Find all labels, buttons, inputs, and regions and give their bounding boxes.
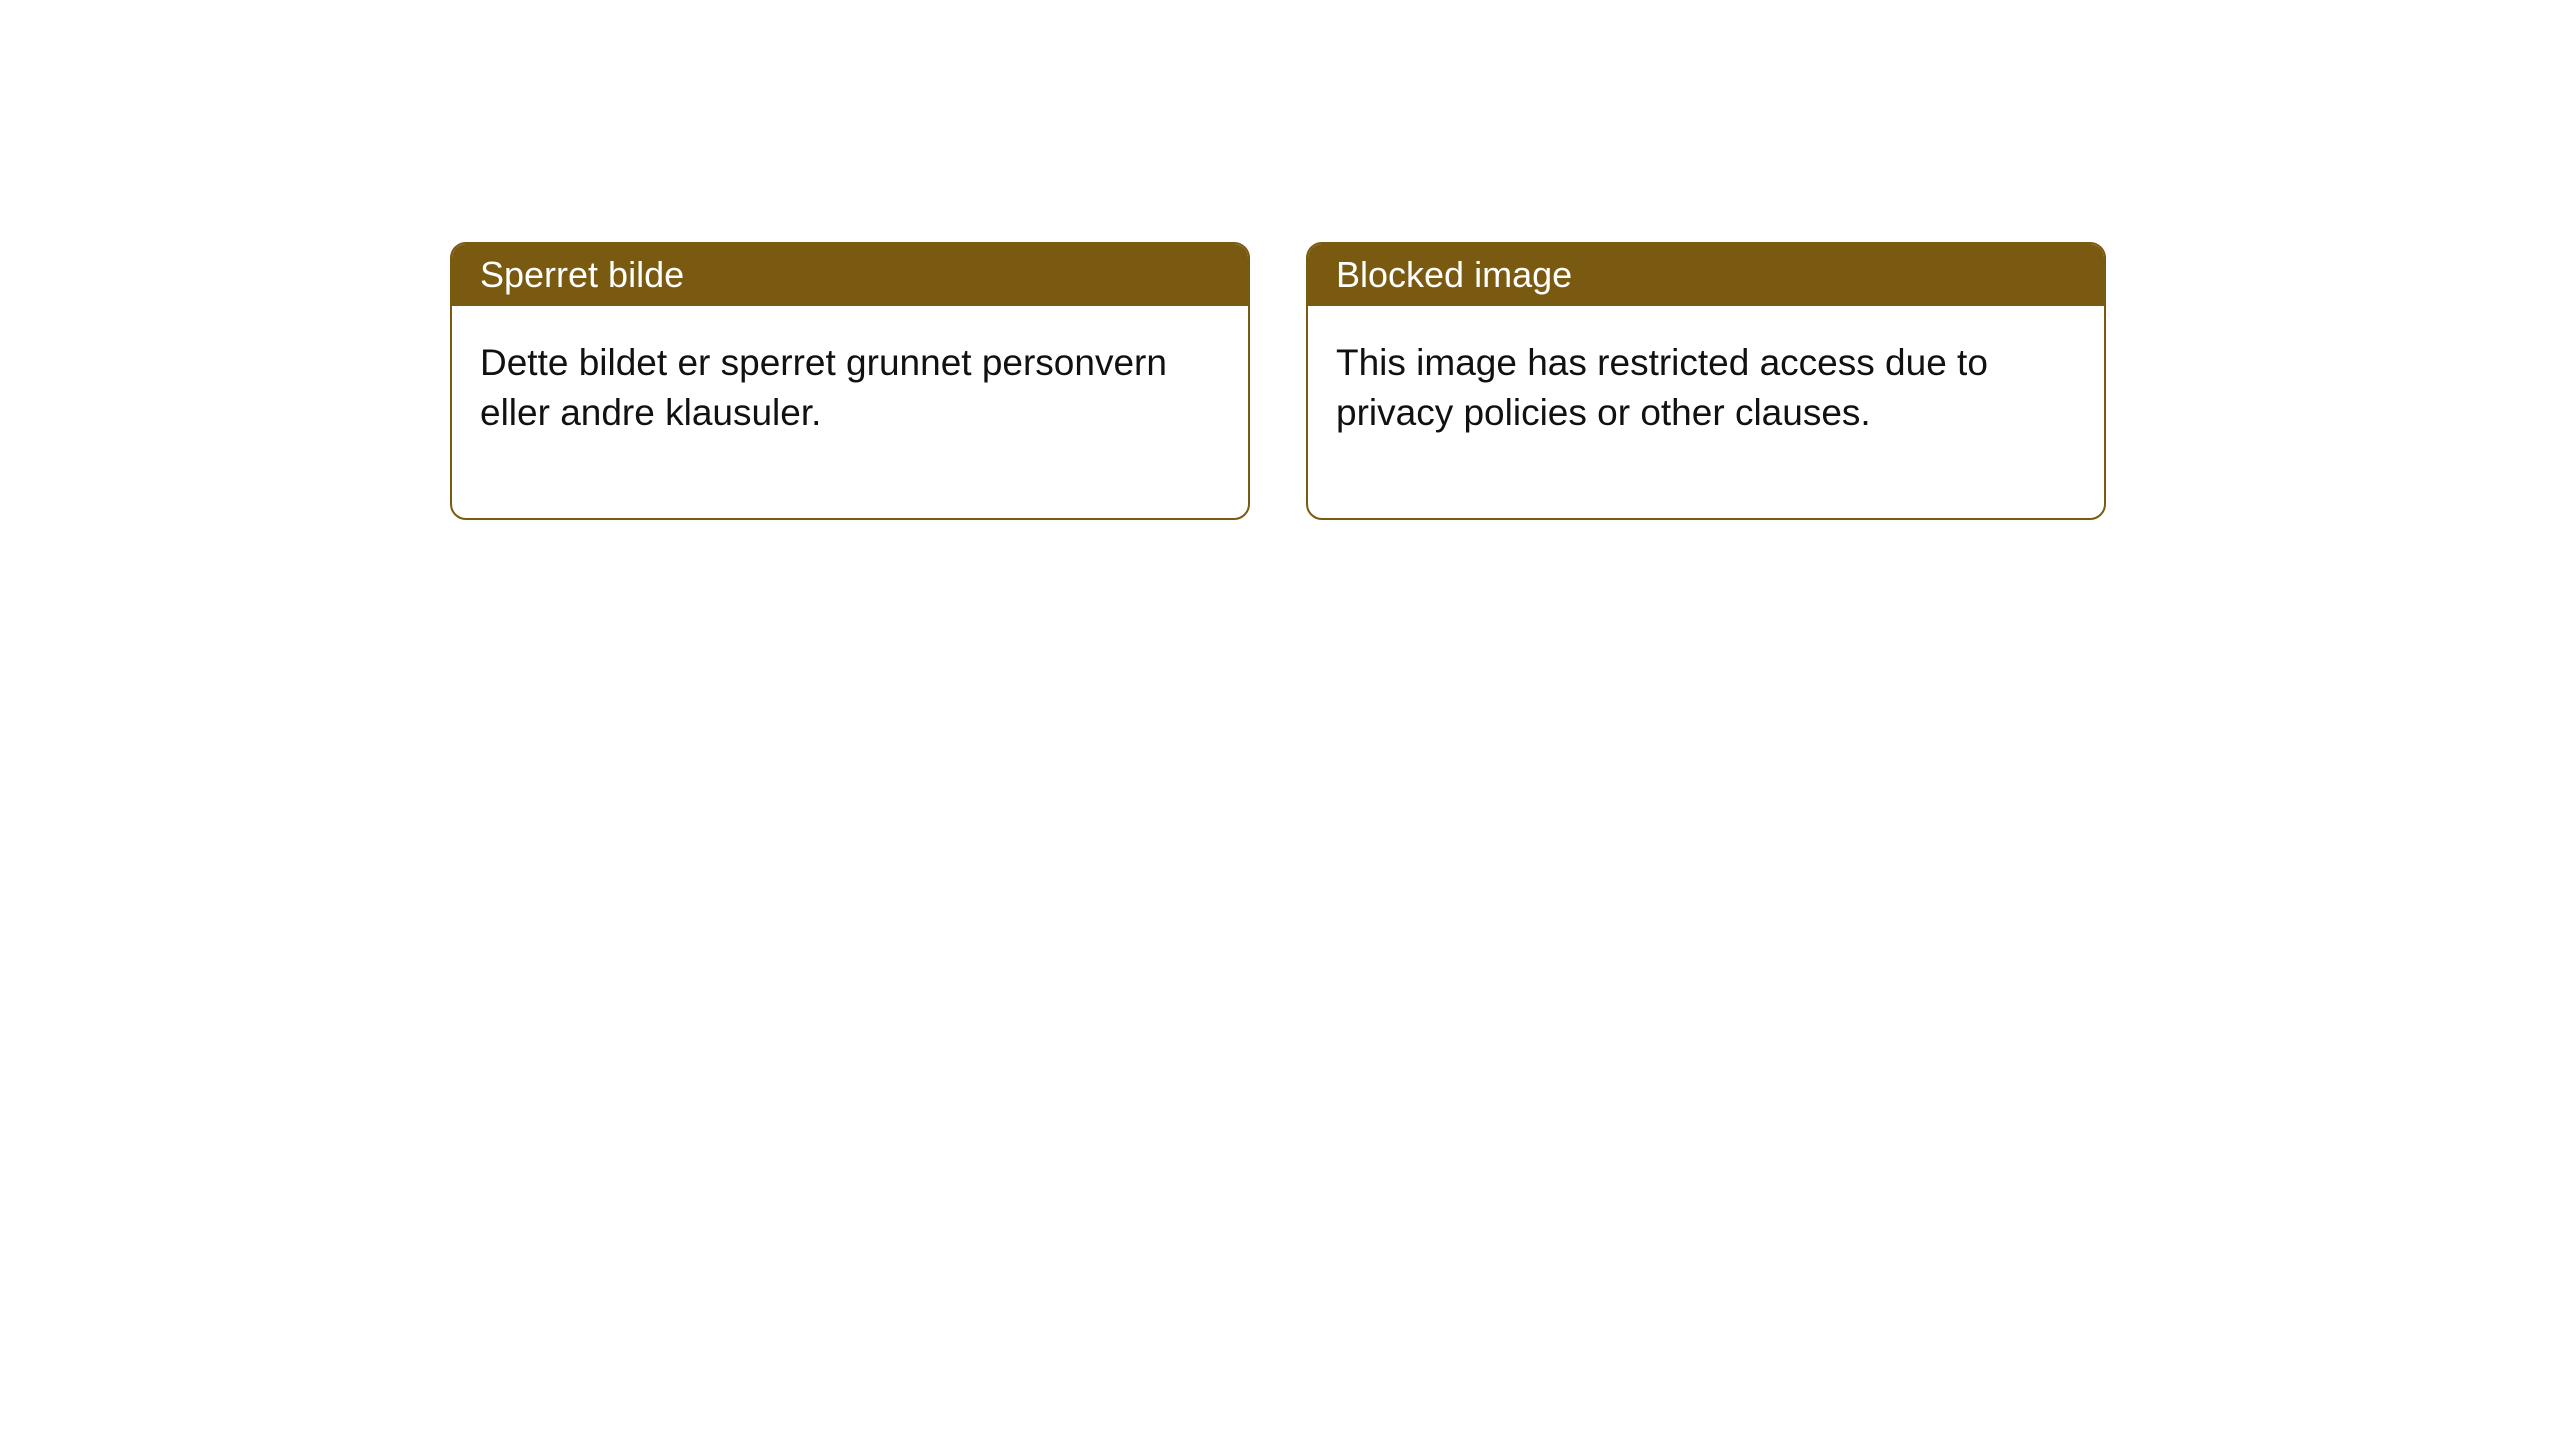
notice-body: Dette bildet er sperret grunnet personve… xyxy=(452,306,1248,518)
notice-title: Blocked image xyxy=(1336,254,1572,295)
notice-title: Sperret bilde xyxy=(480,254,684,295)
notice-header: Blocked image xyxy=(1308,244,2104,306)
notice-message: This image has restricted access due to … xyxy=(1336,342,1988,433)
notice-card-norwegian: Sperret bilde Dette bildet er sperret gr… xyxy=(450,242,1250,520)
notice-message: Dette bildet er sperret grunnet personve… xyxy=(480,342,1167,433)
notice-card-english: Blocked image This image has restricted … xyxy=(1306,242,2106,520)
notice-container: Sperret bilde Dette bildet er sperret gr… xyxy=(0,0,2560,520)
notice-body: This image has restricted access due to … xyxy=(1308,306,2104,518)
notice-header: Sperret bilde xyxy=(452,244,1248,306)
